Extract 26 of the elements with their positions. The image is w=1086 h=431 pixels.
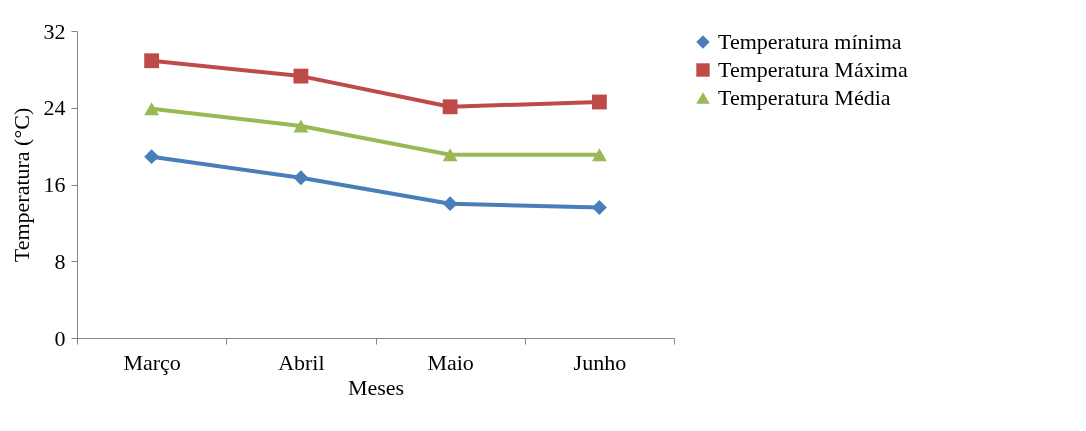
point: [144, 53, 160, 69]
point: [442, 196, 458, 212]
y-tick-label: 8: [54, 248, 66, 274]
y-tick-label: 24: [43, 95, 66, 121]
point: [144, 149, 160, 165]
legend-label: Temperatura mínima: [718, 29, 902, 54]
point: [293, 170, 309, 186]
legend-label: Temperatura Máxima: [718, 57, 908, 82]
y-tick-label: 16: [43, 172, 66, 197]
x-tick-label: Abril: [278, 349, 325, 375]
point: [591, 94, 607, 110]
legend-label: Temperatura Média: [718, 85, 891, 110]
point: [442, 99, 458, 115]
y-tick-label: 0: [54, 325, 66, 351]
x-tick-label: Junho: [573, 349, 627, 375]
point: [293, 119, 309, 133]
y-axis-title: Temperatura (°C): [8, 107, 34, 263]
point: [293, 68, 309, 84]
x-tick-label: Maio: [427, 349, 474, 375]
point: [591, 148, 607, 162]
x-tick-label: Março: [123, 349, 181, 375]
x-axis-title: Meses: [347, 374, 405, 400]
y-tick-label: 32: [43, 18, 66, 44]
point: [442, 148, 458, 162]
point: [144, 102, 160, 116]
point: [591, 200, 607, 215]
